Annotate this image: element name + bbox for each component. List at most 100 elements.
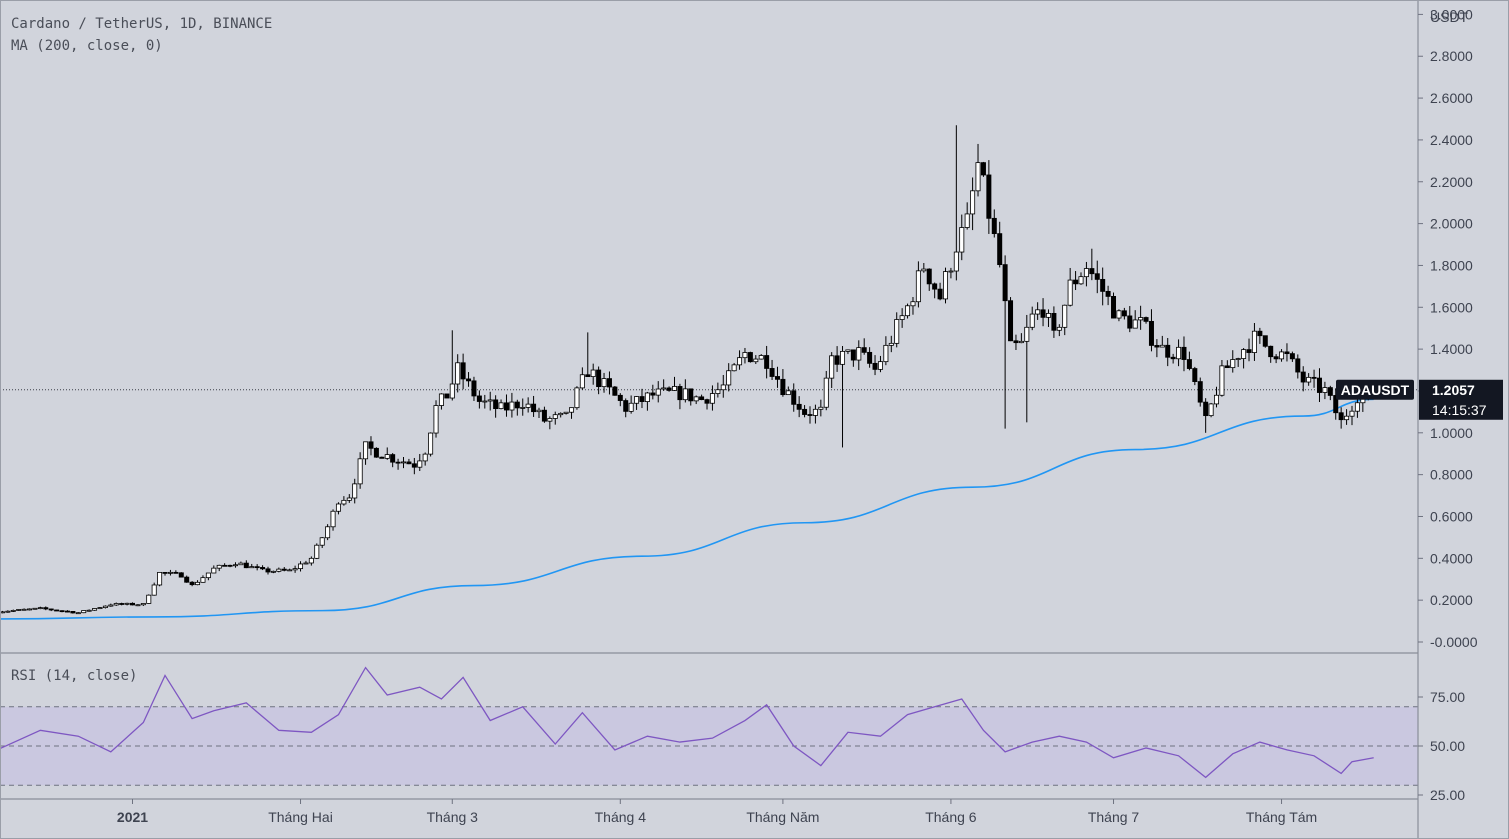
candle[interactable]: [1235, 357, 1241, 367]
candle[interactable]: [563, 411, 569, 415]
candle[interactable]: [1100, 267, 1106, 306]
candle[interactable]: [1219, 359, 1225, 397]
candle[interactable]: [574, 386, 580, 410]
candle[interactable]: [10, 609, 16, 613]
candle[interactable]: [1338, 407, 1344, 429]
candle[interactable]: [314, 543, 320, 560]
candle[interactable]: [547, 416, 553, 430]
candle[interactable]: [558, 412, 564, 418]
candle[interactable]: [639, 388, 645, 409]
candle[interactable]: [59, 610, 65, 613]
candle[interactable]: [1311, 369, 1317, 388]
candle[interactable]: [747, 351, 753, 363]
candle[interactable]: [997, 221, 1003, 268]
candle[interactable]: [682, 379, 688, 403]
candle[interactable]: [81, 610, 87, 614]
candle[interactable]: [75, 612, 81, 615]
candle[interactable]: [1208, 402, 1214, 418]
candle[interactable]: [1268, 345, 1274, 363]
candle[interactable]: [438, 393, 444, 410]
candle[interactable]: [693, 395, 699, 405]
candle[interactable]: [666, 386, 672, 392]
candle[interactable]: [1029, 306, 1035, 331]
candle[interactable]: [135, 604, 141, 607]
candle[interactable]: [449, 330, 455, 401]
candle[interactable]: [384, 447, 390, 460]
candle[interactable]: [146, 594, 152, 604]
candle[interactable]: [471, 376, 477, 401]
candle[interactable]: [27, 608, 33, 611]
candle[interactable]: [986, 160, 992, 234]
candle[interactable]: [303, 560, 309, 565]
candle[interactable]: [1316, 368, 1322, 403]
candle[interactable]: [1284, 343, 1290, 362]
candle[interactable]: [764, 345, 770, 379]
ma-legend[interactable]: MA (200, close, 0): [11, 38, 163, 54]
candle[interactable]: [975, 143, 981, 197]
candle[interactable]: [791, 383, 797, 412]
candle[interactable]: [140, 603, 146, 606]
candle[interactable]: [910, 297, 916, 315]
candle[interactable]: [1002, 255, 1008, 429]
candle[interactable]: [612, 386, 618, 396]
candle[interactable]: [173, 570, 179, 574]
candle[interactable]: [1295, 354, 1301, 379]
candle[interactable]: [1203, 398, 1209, 433]
candle[interactable]: [400, 456, 406, 469]
candle[interactable]: [948, 267, 954, 279]
candle[interactable]: [905, 303, 911, 319]
candle[interactable]: [1246, 338, 1252, 362]
candle[interactable]: [807, 406, 813, 424]
candle[interactable]: [677, 383, 683, 410]
candle[interactable]: [1300, 366, 1306, 392]
candle[interactable]: [129, 602, 135, 606]
candle[interactable]: [222, 563, 228, 567]
candle[interactable]: [877, 355, 883, 373]
candle[interactable]: [1224, 360, 1230, 369]
candle[interactable]: [1067, 267, 1073, 307]
candle[interactable]: [243, 560, 249, 569]
candle[interactable]: [1192, 366, 1198, 386]
candle[interactable]: [1273, 354, 1279, 364]
candle[interactable]: [162, 571, 168, 576]
candle[interactable]: [1165, 337, 1171, 367]
candle[interactable]: [16, 609, 22, 611]
candle[interactable]: [1306, 373, 1312, 386]
candle[interactable]: [32, 607, 38, 610]
candle[interactable]: [265, 566, 271, 575]
candle[interactable]: [1170, 353, 1176, 364]
candle[interactable]: [1121, 307, 1127, 320]
candle[interactable]: [363, 441, 369, 465]
candle[interactable]: [812, 404, 818, 424]
candle[interactable]: [623, 398, 629, 418]
candle[interactable]: [390, 453, 396, 468]
candle[interactable]: [167, 569, 173, 576]
candle[interactable]: [715, 382, 721, 398]
candle[interactable]: [888, 335, 894, 353]
candle[interactable]: [460, 353, 466, 390]
candle[interactable]: [872, 355, 878, 376]
candle[interactable]: [64, 610, 70, 613]
candle[interactable]: [368, 436, 374, 456]
candle[interactable]: [1327, 385, 1333, 401]
candle[interactable]: [769, 359, 775, 381]
candle[interactable]: [850, 349, 856, 367]
candle[interactable]: [531, 395, 537, 417]
candle[interactable]: [1143, 316, 1149, 324]
time-axis[interactable]: 2021 Tháng Hai Tháng 3 Tháng 4 Tháng Năm Thán…: [117, 799, 1317, 825]
candle[interactable]: [325, 524, 331, 541]
candle[interactable]: [1094, 260, 1100, 294]
candle[interactable]: [1062, 304, 1068, 336]
candle[interactable]: [1186, 351, 1192, 371]
candle[interactable]: [216, 564, 222, 572]
candle[interactable]: [395, 458, 401, 470]
candle[interactable]: [525, 397, 531, 413]
candle[interactable]: [1289, 351, 1295, 362]
candle[interactable]: [650, 384, 656, 400]
candle[interactable]: [444, 393, 450, 399]
candle[interactable]: [493, 395, 499, 418]
candle[interactable]: [1214, 386, 1220, 408]
candle[interactable]: [823, 370, 829, 411]
candle[interactable]: [601, 372, 607, 393]
candle[interactable]: [590, 363, 596, 385]
